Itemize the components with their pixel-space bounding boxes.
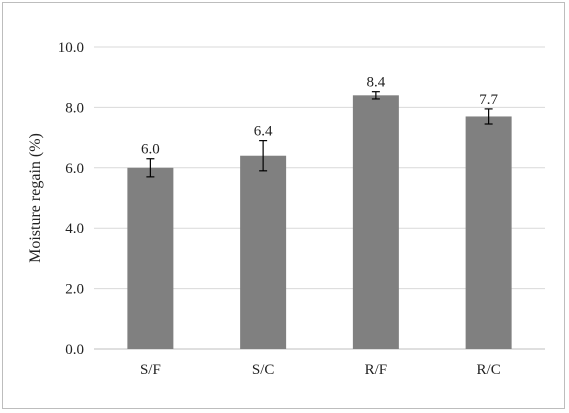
bar: [127, 167, 174, 349]
bars: [127, 95, 512, 350]
x-tick-label: S/C: [252, 362, 275, 378]
data-label: 7.7: [479, 92, 498, 108]
bar: [240, 155, 287, 349]
x-tick-labels: S/F S/C R/F R/C: [140, 362, 501, 378]
bar: [352, 95, 399, 349]
y-tick-label: 4.0: [65, 221, 84, 237]
y-tick-label: 8.0: [65, 100, 84, 116]
bar: [465, 116, 512, 350]
data-label: 6.4: [254, 124, 273, 140]
y-tick-labels: 0.0 2.0 4.0 6.0 8.0 10.0: [58, 40, 84, 358]
y-tick-label: 6.0: [65, 161, 84, 177]
data-label: 8.4: [367, 75, 386, 91]
y-tick-label: 10.0: [58, 40, 84, 56]
y-axis-label: Moisture regain (%): [27, 133, 44, 263]
x-tick-label: S/F: [140, 362, 161, 378]
x-tick-label: R/C: [477, 362, 501, 378]
data-label: 6.0: [141, 142, 160, 158]
data-labels: 6.0 6.4 8.4 7.7: [141, 75, 499, 158]
error-bars: [146, 91, 493, 178]
x-tick-label: R/F: [365, 362, 388, 378]
y-tick-label: 0.0: [65, 342, 84, 358]
y-tick-label: 2.0: [65, 282, 84, 298]
